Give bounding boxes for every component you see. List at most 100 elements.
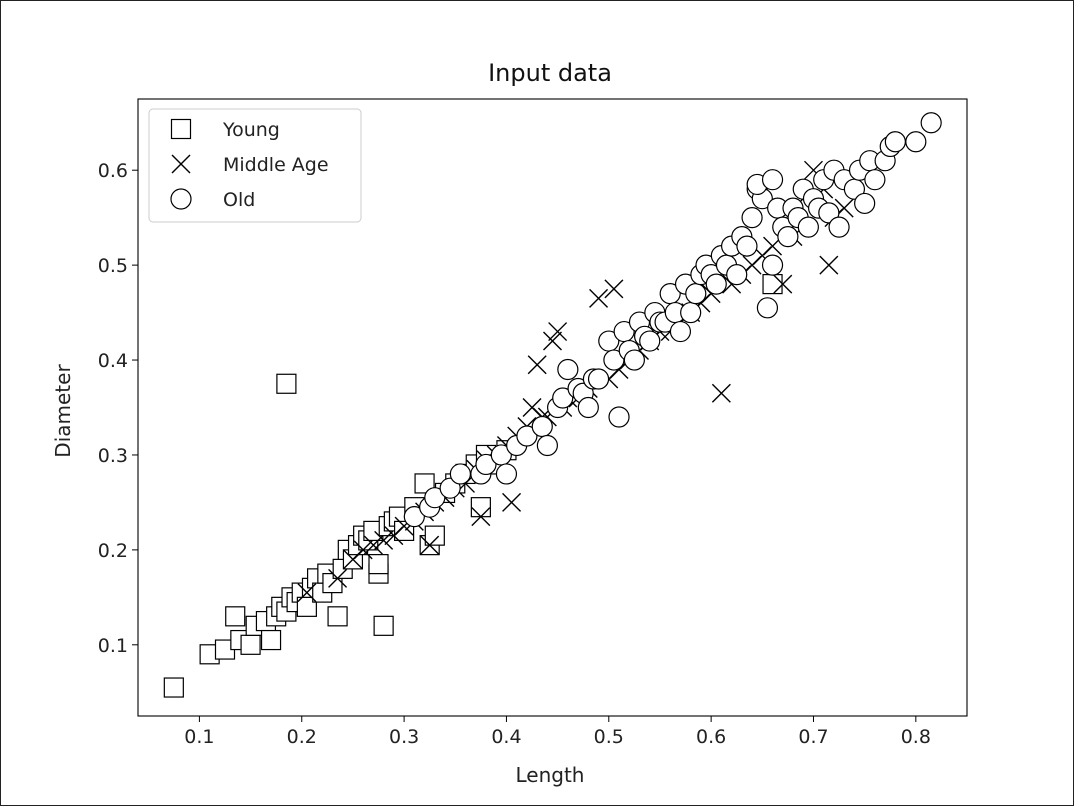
data-point-square	[424, 525, 445, 546]
legend-box	[148, 108, 362, 223]
data-point-square	[373, 615, 394, 636]
x-stroke	[420, 535, 440, 555]
data-point-circle	[864, 169, 886, 191]
data-point-x	[711, 383, 731, 403]
x-tick-label: 0.3	[389, 726, 419, 748]
data-point-square	[240, 634, 261, 655]
data-point-circle	[531, 415, 553, 438]
x-stroke	[522, 398, 542, 417]
data-point-circle	[905, 131, 927, 153]
data-point-circle	[424, 487, 446, 509]
data-point-circle	[761, 169, 784, 191]
data-point-circle	[884, 131, 906, 153]
legend-label: Young	[222, 119, 280, 141]
data-point-circle	[669, 320, 692, 343]
data-point-circle	[797, 216, 819, 238]
data-point-circle	[854, 192, 876, 215]
data-point-x	[773, 274, 793, 294]
x-axis-ticks: 0.1 0.2 0.3 0.4 0.5 0.6 0.7 0.8	[184, 716, 931, 748]
data-point-square	[276, 373, 297, 394]
data-point-square	[260, 629, 282, 651]
data-point-circle	[828, 216, 850, 238]
data-point-x	[297, 583, 317, 603]
data-point-x	[548, 322, 568, 342]
data-point-x	[328, 568, 348, 588]
data-point-circle	[680, 301, 702, 324]
legend-marker-x	[171, 154, 191, 174]
legend-label: Middle Age	[223, 154, 329, 176]
legend-label: Old	[223, 189, 255, 211]
legend: Young Middle Age Old	[148, 108, 362, 223]
legend-marker-circle	[170, 188, 192, 210]
data-point-square	[470, 497, 491, 518]
data-point-circle	[495, 463, 518, 485]
data-point-square	[414, 473, 435, 494]
x-stroke	[527, 355, 547, 375]
x-stroke	[803, 160, 823, 180]
data-point-circle	[761, 254, 784, 276]
x-tick-label: 0.1	[184, 726, 214, 748]
data-point-x	[353, 540, 373, 560]
x-stroke	[471, 507, 491, 527]
data-point-circle	[623, 349, 645, 371]
data-point-x	[420, 535, 440, 555]
chart-title: Input data	[488, 59, 612, 87]
series-young	[163, 274, 783, 698]
y-tick-label: 0.3	[98, 445, 128, 467]
data-point-circle	[557, 358, 579, 381]
x-tick-label: 0.5	[594, 726, 624, 748]
x-stroke	[819, 255, 839, 275]
x-stroke	[543, 331, 562, 351]
y-tick-label: 0.4	[98, 350, 128, 372]
x-tick-label: 0.4	[491, 726, 521, 748]
data-point-circle	[552, 387, 574, 409]
data-point-x	[543, 331, 562, 351]
data-point-x	[604, 279, 624, 299]
x-stroke	[711, 383, 731, 403]
data-point-circle	[608, 406, 630, 428]
x-tick-label: 0.2	[287, 726, 317, 748]
data-point-circle	[439, 477, 461, 499]
data-point-circle	[536, 434, 558, 457]
data-point-circle	[705, 273, 727, 295]
x-stroke	[773, 274, 793, 294]
x-stroke	[589, 288, 609, 308]
y-tick-label: 0.1	[98, 635, 128, 657]
x-stroke	[171, 154, 191, 174]
data-point-circle	[920, 112, 942, 134]
x-axis-label: Length	[516, 763, 585, 787]
x-stroke	[604, 279, 624, 299]
data-point-x	[527, 355, 547, 375]
data-point-circle	[577, 396, 599, 419]
x-tick-label: 0.6	[696, 726, 726, 748]
x-stroke	[353, 540, 373, 560]
x-tick-label: 0.8	[901, 726, 931, 748]
x-stroke	[548, 322, 568, 342]
data-point-circle	[741, 207, 763, 229]
data-point-circle	[475, 453, 497, 476]
data-point-circle	[403, 506, 425, 528]
data-point-square	[327, 606, 348, 627]
x-stroke	[328, 568, 348, 588]
plot-markers	[163, 112, 942, 698]
x-stroke	[297, 583, 317, 603]
x-stroke	[374, 530, 394, 550]
data-point-circle	[777, 226, 799, 248]
data-point-x	[589, 288, 609, 308]
y-tick-label: 0.2	[98, 540, 128, 562]
data-point-x	[363, 535, 383, 555]
data-point-circle	[818, 202, 840, 224]
data-point-x	[502, 492, 522, 512]
x-stroke	[502, 492, 522, 512]
data-point-circle	[685, 282, 707, 305]
data-point-circle	[449, 463, 471, 485]
y-tick-label: 0.5	[98, 255, 128, 277]
x-stroke	[363, 535, 383, 555]
data-point-circle	[756, 297, 779, 319]
data-point-circle	[639, 330, 661, 352]
data-point-x	[374, 530, 394, 550]
data-point-square	[762, 274, 783, 295]
series-old	[403, 112, 942, 528]
